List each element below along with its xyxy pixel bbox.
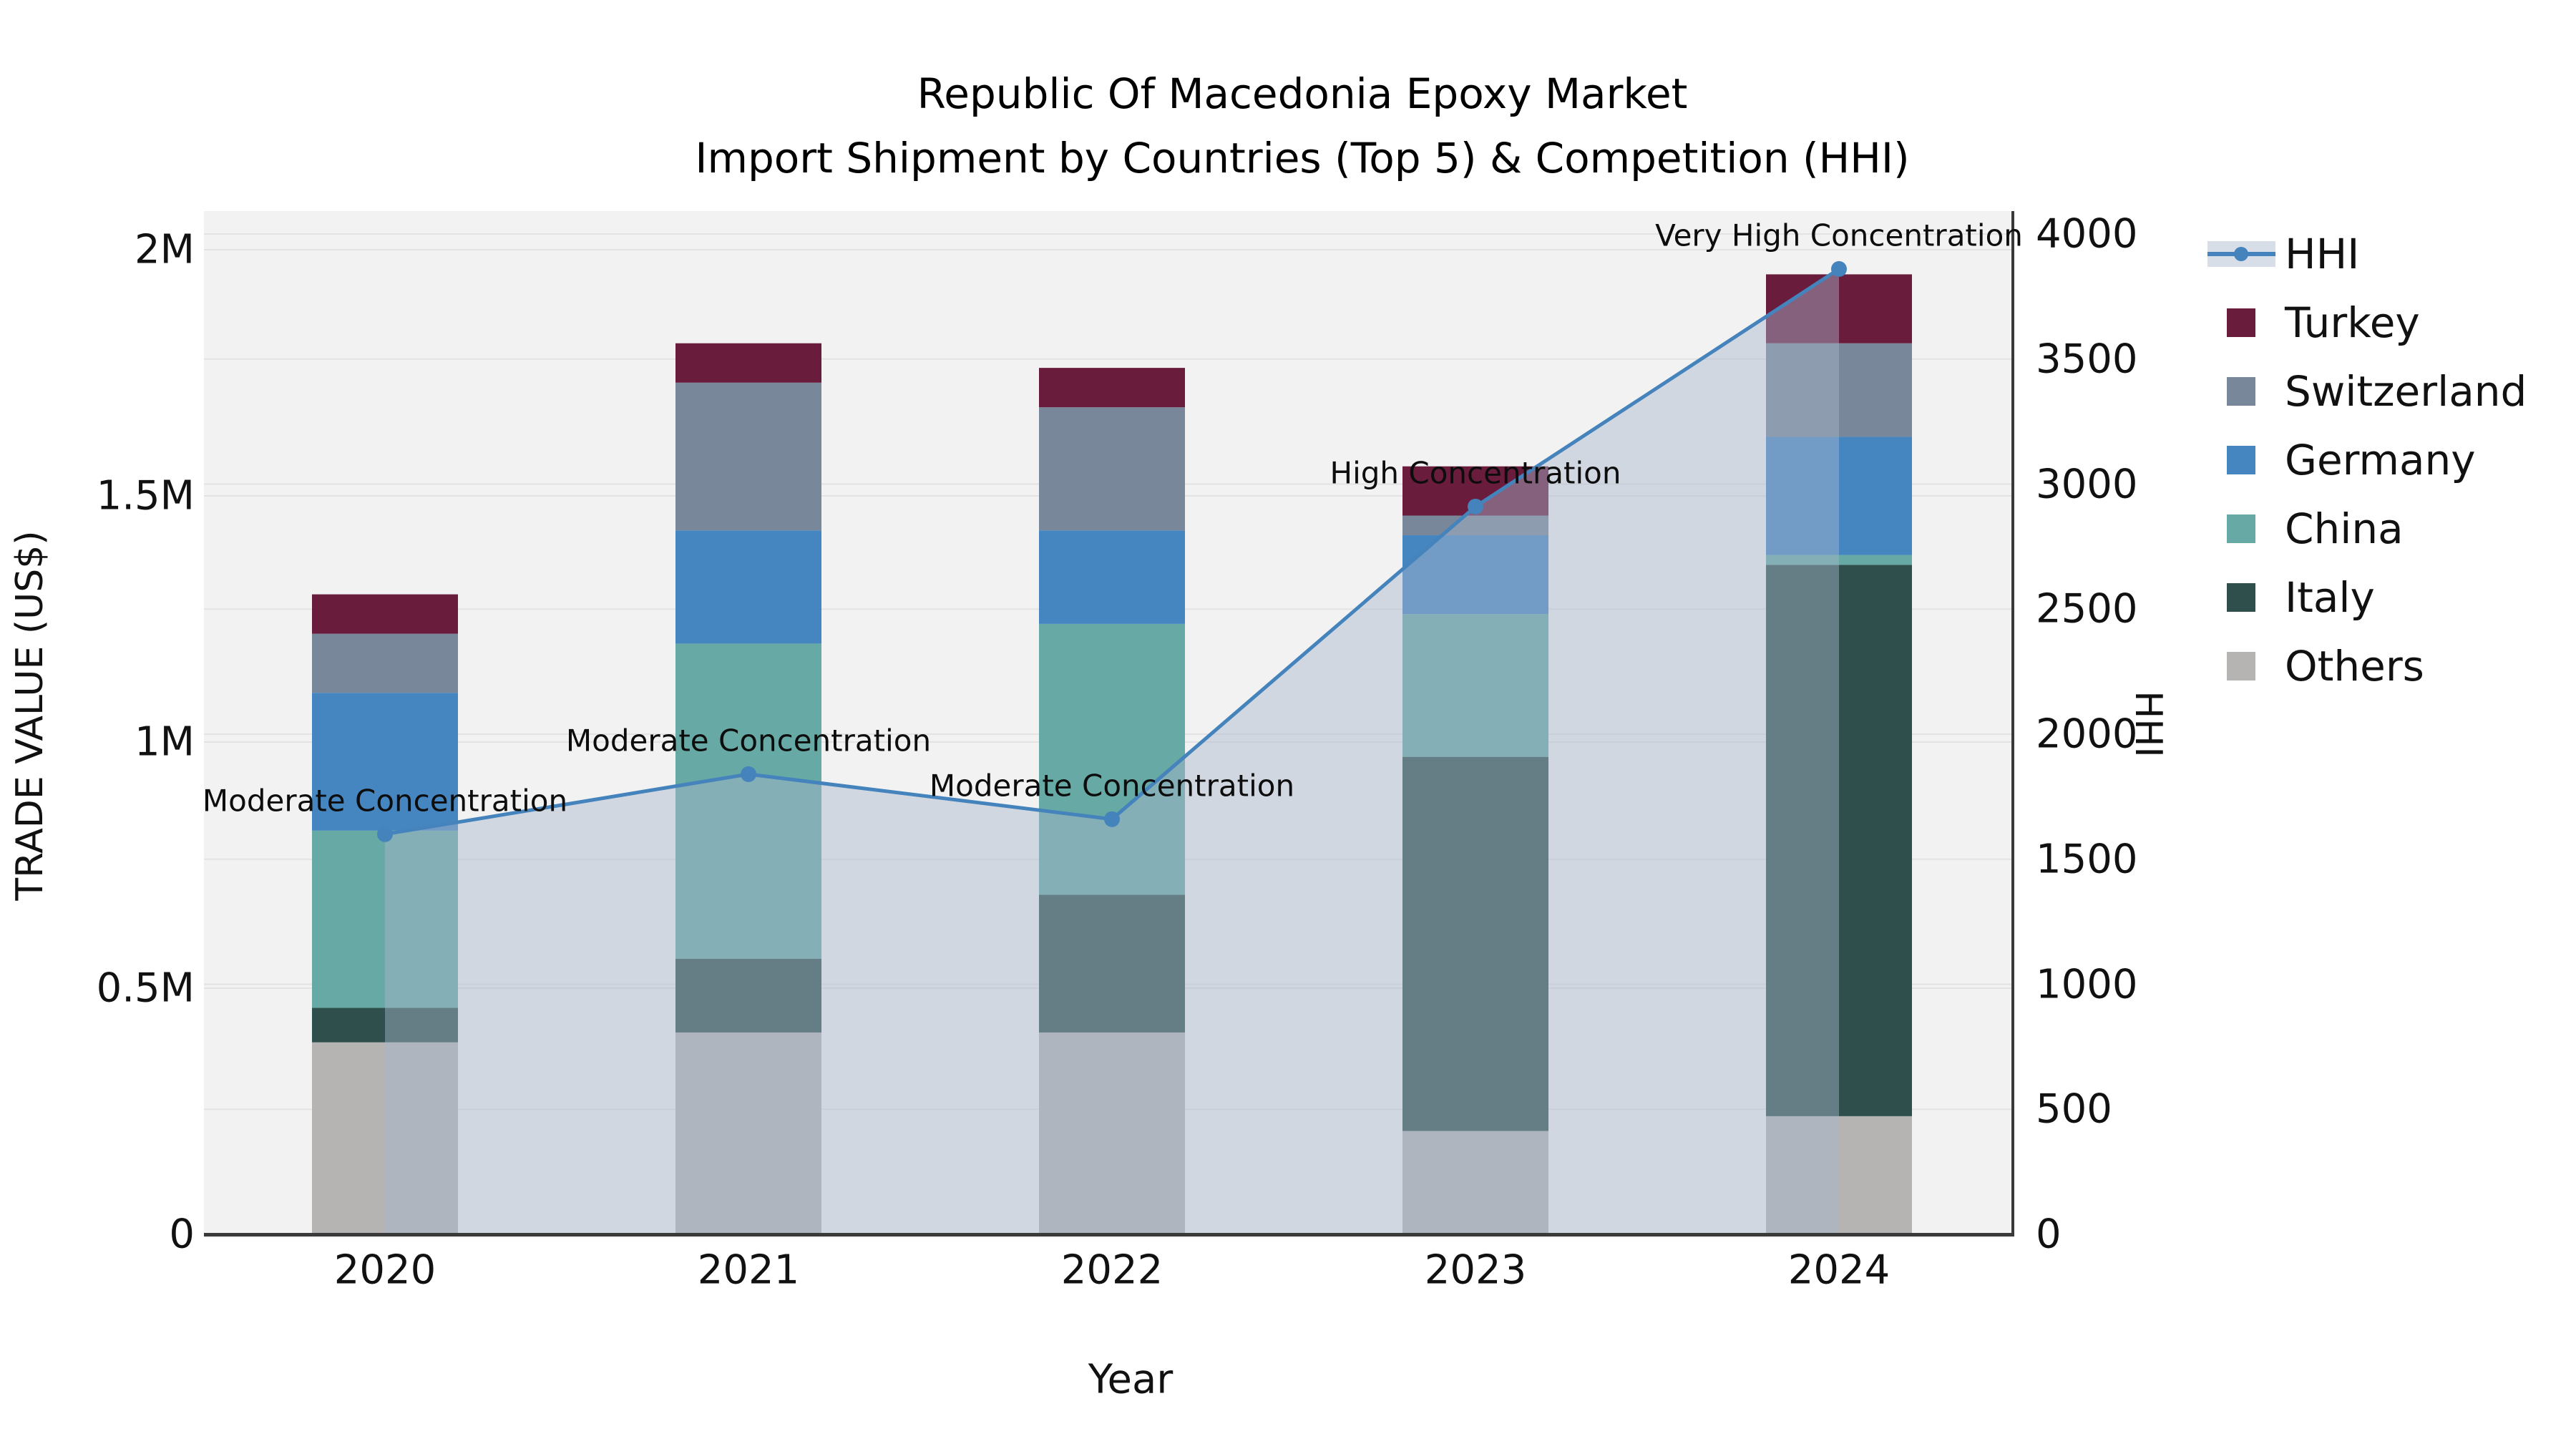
legend-label-switzerland: Switzerland xyxy=(2285,367,2527,416)
legend-label-turkey: Turkey xyxy=(2285,298,2420,347)
china-swatch-box xyxy=(2207,494,2285,563)
bar-2021-germany[interactable] xyxy=(675,530,821,644)
bar-2021-switzerland[interactable] xyxy=(675,382,821,531)
legend: HHI Turkey Switzerland Germany China Italy Oth… xyxy=(2207,220,2527,701)
bar-2020-china[interactable] xyxy=(312,830,458,1008)
plot-area xyxy=(204,211,2014,1238)
x-tick-2021: 2021 xyxy=(697,1246,800,1294)
others-swatch-icon xyxy=(2227,652,2255,680)
bar-2024-others[interactable] xyxy=(1766,1116,1912,1234)
germany-swatch-box xyxy=(2207,426,2285,494)
bar-2024-turkey[interactable] xyxy=(1766,274,1912,343)
bar-2022-germany[interactable] xyxy=(1039,530,1185,624)
bar-2022-turkey[interactable] xyxy=(1039,368,1185,408)
italy-swatch-box xyxy=(2207,563,2285,632)
bar-2024-switzerland[interactable] xyxy=(1766,343,1912,437)
y-left-tick-1M: 1M xyxy=(135,718,195,766)
hhi-marker-2022[interactable] xyxy=(1104,811,1120,827)
y-right-tick-3000: 3000 xyxy=(2036,461,2138,507)
hhi-marker-2021[interactable] xyxy=(741,766,756,782)
hhi-annotation-2021: Moderate Concentration xyxy=(565,723,932,758)
china-swatch-icon xyxy=(2227,514,2255,543)
x-axis-line xyxy=(204,1233,2014,1236)
y-right-tick-2500: 2500 xyxy=(2036,585,2138,633)
hhi-annotation-2024: Very High Concentration xyxy=(1655,218,2023,253)
bar-2021-others[interactable] xyxy=(675,1032,821,1234)
switzerland-swatch-box xyxy=(2207,357,2285,426)
bar-2024-italy[interactable] xyxy=(1766,565,1912,1116)
others-swatch-box xyxy=(2207,632,2285,701)
turkey-swatch-icon xyxy=(2227,308,2255,337)
hhi-line-symbol xyxy=(2207,220,2285,288)
x-tick-2022: 2022 xyxy=(1060,1246,1163,1294)
bar-2021-china[interactable] xyxy=(675,643,821,959)
right-axis-line xyxy=(2011,211,2014,1236)
legend-label-hhi: HHI xyxy=(2285,230,2360,278)
legend-label-italy: Italy xyxy=(2285,573,2375,622)
legend-item-hhi[interactable]: HHI xyxy=(2207,220,2527,288)
bar-2023-china[interactable] xyxy=(1402,614,1548,757)
bar-2021-italy[interactable] xyxy=(675,958,821,1033)
y-right-tick-1000: 1000 xyxy=(2036,961,2138,1008)
y-right-tick-1500: 1500 xyxy=(2036,836,2138,883)
chart-title-line2: Import Shipment by Countries (Top 5) & C… xyxy=(695,134,1910,182)
legend-label-germany: Germany xyxy=(2285,436,2476,484)
legend-item-china[interactable]: China xyxy=(2207,494,2527,563)
legend-label-china: China xyxy=(2285,504,2404,553)
legend-item-others[interactable]: Others xyxy=(2207,632,2527,701)
hhi-marker-2024[interactable] xyxy=(1831,260,1847,277)
italy-swatch-icon xyxy=(2227,583,2255,612)
legend-label-others: Others xyxy=(2285,642,2424,691)
bar-2023-switzerland[interactable] xyxy=(1402,515,1548,536)
y-right-tick-4000: 4000 xyxy=(2036,210,2138,258)
bar-2020-turkey[interactable] xyxy=(312,594,458,634)
chart-title-line1: Republic Of Macedonia Epoxy Market xyxy=(917,69,1688,118)
hhi-annotation-2023: High Concentration xyxy=(1330,455,1621,491)
y-right-tick-3500: 3500 xyxy=(2036,336,2138,383)
switzerland-swatch-icon xyxy=(2227,377,2255,406)
bar-2023-italy[interactable] xyxy=(1402,756,1548,1131)
legend-item-germany[interactable]: Germany xyxy=(2207,426,2527,494)
hhi-marker-2020[interactable] xyxy=(377,826,393,842)
bar-2024-germany[interactable] xyxy=(1766,436,1912,555)
bar-2020-germany[interactable] xyxy=(312,693,458,831)
bar-2022-china[interactable] xyxy=(1039,623,1185,895)
y-left-tick-0.5M: 0.5M xyxy=(96,965,195,1012)
bar-2022-switzerland[interactable] xyxy=(1039,407,1185,531)
turkey-swatch-box xyxy=(2207,288,2285,357)
bar-2023-others[interactable] xyxy=(1402,1131,1548,1234)
bar-2020-italy[interactable] xyxy=(312,1008,458,1043)
x-tick-2024: 2024 xyxy=(1787,1246,1890,1294)
hhi-marker-2023[interactable] xyxy=(1468,498,1483,514)
x-axis-title: Year xyxy=(1088,1356,1174,1403)
y-left-tick-0: 0 xyxy=(169,1211,195,1258)
germany-swatch-icon xyxy=(2227,446,2255,474)
bar-2020-others[interactable] xyxy=(312,1042,458,1234)
legend-item-italy[interactable]: Italy xyxy=(2207,563,2527,632)
y-right-tick-500: 500 xyxy=(2036,1085,2112,1133)
y-left-tick-2M: 2M xyxy=(135,226,195,273)
bar-2022-italy[interactable] xyxy=(1039,894,1185,1033)
bar-2022-others[interactable] xyxy=(1039,1032,1185,1234)
hhi-annotation-2020: Moderate Concentration xyxy=(202,783,568,819)
x-tick-2020: 2020 xyxy=(333,1246,436,1294)
bar-2021-turkey[interactable] xyxy=(675,343,821,383)
bar-2024-china[interactable] xyxy=(1766,555,1912,565)
legend-item-switzerland[interactable]: Switzerland xyxy=(2207,357,2527,426)
legend-item-turkey[interactable]: Turkey xyxy=(2207,288,2527,357)
chart-title: Republic Of Macedonia Epoxy Market Impor… xyxy=(695,62,1909,190)
x-tick-2023: 2023 xyxy=(1424,1246,1527,1294)
y-axis-title-left: TRADE VALUE (US$) xyxy=(9,530,52,901)
y-right-tick-0: 0 xyxy=(2036,1211,2062,1258)
hhi-marker-icon xyxy=(2234,247,2248,261)
y-right-tick-2000: 2000 xyxy=(2036,711,2138,758)
y-left-tick-1.5M: 1.5M xyxy=(96,472,195,519)
bar-2020-switzerland[interactable] xyxy=(312,633,458,693)
hhi-annotation-2022: Moderate Concentration xyxy=(929,768,1295,804)
